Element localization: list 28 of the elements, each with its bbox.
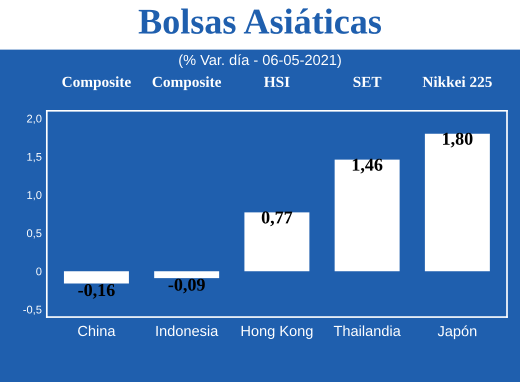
- x-tick-label: Hong Kong: [242, 326, 312, 339]
- x-tick-label: Thailandia: [334, 325, 401, 336]
- text: SET: [354, 76, 382, 88]
- y-tick-label: 0,5: [26, 229, 42, 238]
- bar: [334, 160, 400, 272]
- bar: [64, 271, 129, 284]
- y-tick-label: 2,0: [27, 114, 42, 124]
- bar: [154, 271, 220, 278]
- data-label: -0,09: [168, 278, 205, 294]
- x-tick-label: China: [78, 325, 116, 336]
- y-tick-label: -0,5: [23, 306, 42, 315]
- y-tick-label: 0: [36, 267, 42, 276]
- data-label: -0,16: [78, 284, 115, 299]
- y-tick-label: 1,0: [27, 191, 42, 200]
- chart-title: Bolsas Asiáticas: [138, 8, 382, 34]
- text: Composite: [62, 76, 131, 90]
- bar: [424, 134, 490, 272]
- chart-subtitle: (% Var. día - 06-05-2021): [179, 54, 341, 68]
- x-tick-label: Indonesia: [156, 325, 218, 336]
- y-tick-label: 1,5: [27, 153, 42, 162]
- bar: [244, 212, 310, 272]
- data-label: 1,80: [443, 132, 472, 148]
- data-label: 1,46: [352, 158, 382, 174]
- x-tick-label: Japón: [438, 325, 476, 340]
- data-label: 0,77: [262, 211, 292, 226]
- text: Nikkei 225: [422, 76, 492, 88]
- text: Composite: [152, 76, 222, 90]
- text: HSI: [264, 76, 290, 88]
